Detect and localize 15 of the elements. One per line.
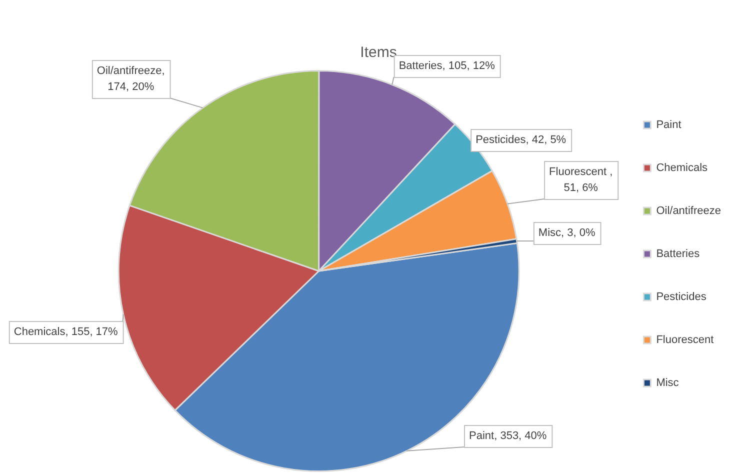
legend-label: Misc — [656, 377, 680, 390]
legend-label: Pesticides — [656, 291, 707, 304]
data-label: Misc, 3, 0% — [538, 227, 596, 240]
data-label: Batteries, 105, 12% — [398, 60, 496, 72]
data-label: Pesticides, 42, 5% — [476, 134, 566, 146]
legend-label: Oil/antifreeze — [656, 205, 722, 218]
legend-label: Chemicals — [656, 162, 708, 174]
legend-label: Fluorescent — [656, 334, 714, 346]
data-label: Fluorescent , 51, 6% — [549, 166, 613, 194]
legend-label: Batteries — [656, 248, 700, 260]
chart-title: Items — [360, 44, 397, 62]
data-label: Paint, 353, 40% — [469, 430, 547, 442]
data-label: Oil/antifreeze, 174, 20% — [96, 65, 165, 94]
data-label: Chemicals, 155, 17% — [14, 326, 118, 338]
legend-label: Paint — [656, 119, 682, 132]
